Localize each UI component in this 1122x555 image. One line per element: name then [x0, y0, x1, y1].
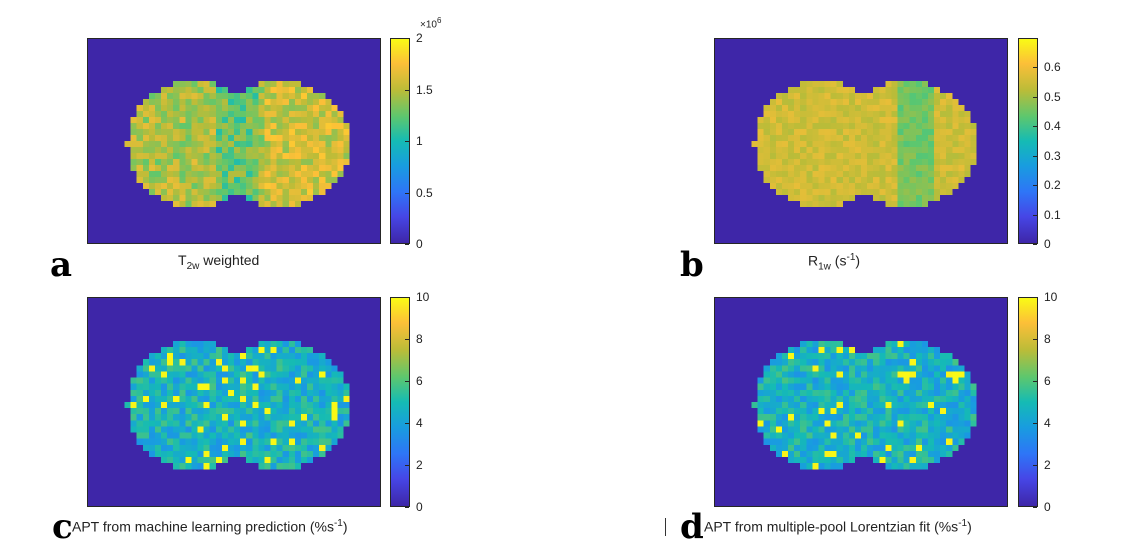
colorbar-tick-mark	[1033, 155, 1037, 157]
colorbar-tick-label: 2	[416, 31, 423, 45]
text-cursor	[665, 518, 666, 536]
colorbar-tick-mark	[1033, 465, 1037, 466]
map-b	[714, 38, 1008, 244]
caption-c: APT from machine learning prediction (%s…	[72, 518, 348, 535]
map-a	[87, 38, 381, 244]
colorbar-tick-label: 0.1	[1044, 207, 1061, 222]
map-c	[87, 297, 381, 507]
colorbar-tick-label: 0.4	[1044, 119, 1061, 134]
colorbar-tick-label: 4	[1044, 416, 1051, 430]
colorbar-tick-mark	[405, 339, 409, 340]
colorbar-tick-label: 4	[416, 416, 423, 430]
colorbar-tick-mark	[1033, 244, 1037, 245]
colorbar-tick-mark	[1033, 297, 1037, 298]
colorbar-tick-label: 2	[416, 458, 423, 472]
colorbar-tick-mark	[405, 465, 409, 466]
colorbar-tick-label: 6	[1044, 374, 1051, 388]
colorbar-tick-mark	[405, 192, 409, 194]
colorbar-c	[390, 297, 410, 507]
colorbar-b	[1018, 38, 1038, 244]
colorbar-tick-label: 1.5	[416, 82, 433, 97]
colorbar-tick-mark	[405, 297, 409, 298]
colorbar-tick-mark	[405, 89, 409, 91]
colorbar-tick-label: 0.2	[1044, 178, 1061, 193]
colorbar-tick-mark	[405, 423, 409, 424]
panel-letter-c: c	[52, 507, 73, 547]
colorbar-tick-label: 0	[1044, 500, 1051, 514]
colorbar-exponent-a: ×106	[420, 16, 442, 31]
caption-a: T2w weighted	[178, 252, 260, 272]
colorbar-tick-label: 0	[416, 500, 423, 514]
panel-letter-d: d	[680, 507, 704, 547]
colorbar-tick-mark	[1033, 423, 1037, 424]
colorbar-tick-label: 2	[1044, 458, 1051, 472]
colorbar-tick-label: 0.3	[1044, 148, 1061, 163]
colorbar-tick-label: 0.6	[1044, 60, 1061, 75]
colorbar-tick-mark	[1033, 381, 1037, 382]
colorbar-d	[1018, 297, 1038, 507]
caption-d: APT from multiple-pool Lorentzian fit (%…	[704, 518, 972, 535]
colorbar-tick-mark	[405, 507, 409, 508]
colorbar-tick-mark	[1033, 507, 1037, 508]
colorbar-tick-label: 8	[1044, 332, 1051, 346]
colorbar-tick-mark	[405, 38, 409, 39]
colorbar-tick-label: 0	[416, 237, 423, 251]
colorbar-tick-label: 8	[416, 332, 423, 346]
colorbar-tick-mark	[405, 141, 409, 142]
colorbar-tick-mark	[1033, 214, 1037, 216]
colorbar-tick-label: 10	[1044, 290, 1058, 304]
panel-letter-a: a	[50, 245, 73, 285]
colorbar-tick-label: 1	[416, 134, 423, 148]
colorbar-tick-label: 0.5	[1044, 89, 1061, 104]
colorbar-tick-label: 0.5	[416, 185, 433, 200]
colorbar-tick-mark	[405, 381, 409, 382]
colorbar-tick-label: 10	[416, 290, 430, 304]
colorbar-tick-mark	[1033, 339, 1037, 340]
colorbar-tick-mark	[1033, 67, 1037, 69]
colorbar-tick-mark	[405, 244, 409, 245]
colorbar-tick-mark	[1033, 96, 1037, 98]
colorbar-tick-label: 0	[1044, 237, 1051, 251]
colorbar-tick-mark	[1033, 126, 1037, 128]
panel-letter-b: b	[680, 245, 704, 285]
map-d	[714, 297, 1008, 507]
colorbar-tick-label: 6	[416, 374, 423, 388]
colorbar-tick-mark	[1033, 185, 1037, 187]
caption-b: R1w (s-1)	[808, 252, 861, 273]
